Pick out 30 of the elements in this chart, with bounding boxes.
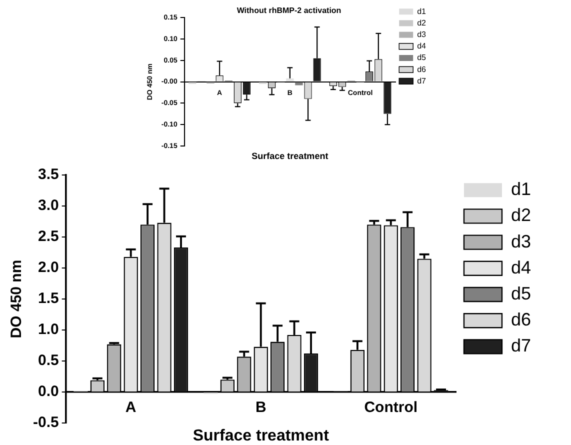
y-tick-label: 2.5 [38,228,59,246]
y-tick-label: 3.5 [38,166,59,184]
legend-label: d5 [417,53,427,62]
legend-label: d3 [510,231,532,252]
legend-label: d1 [417,6,427,16]
y-tick-label: -0.5 [32,414,59,432]
x-axis-title: Surface treatment [252,150,328,161]
legend-label: d4 [417,42,427,51]
legend-label: d3 [417,30,427,40]
legend-label: d2 [510,205,532,226]
y-tick-label: 2.0 [38,259,59,276]
y-tick-label: 0.0 [38,383,59,400]
x-axis-title: Surface treatment [192,427,330,444]
y-axis-title: DO 450 nm [8,260,26,338]
legend-label: d7 [510,336,532,356]
legend-label: d1 [510,179,532,200]
y-tick-label: 1.5 [38,290,59,308]
y-tick-label: 1.0 [38,321,59,338]
x-tick-label: Control [364,399,418,416]
legend-label: d7 [417,76,427,86]
legend-label: d6 [417,64,427,74]
y-tick-label: 0.5 [38,352,59,370]
legend-label: d6 [510,310,532,330]
legend-label: d4 [510,257,532,278]
legend-label: d5 [510,283,532,304]
x-tick-label: B [255,399,266,416]
y-tick-label: 3.0 [38,197,59,214]
chart-title: Without rhBMP-2 activation [236,6,342,16]
legend-label: d2 [417,18,427,28]
x-tick-label: A [125,399,136,416]
